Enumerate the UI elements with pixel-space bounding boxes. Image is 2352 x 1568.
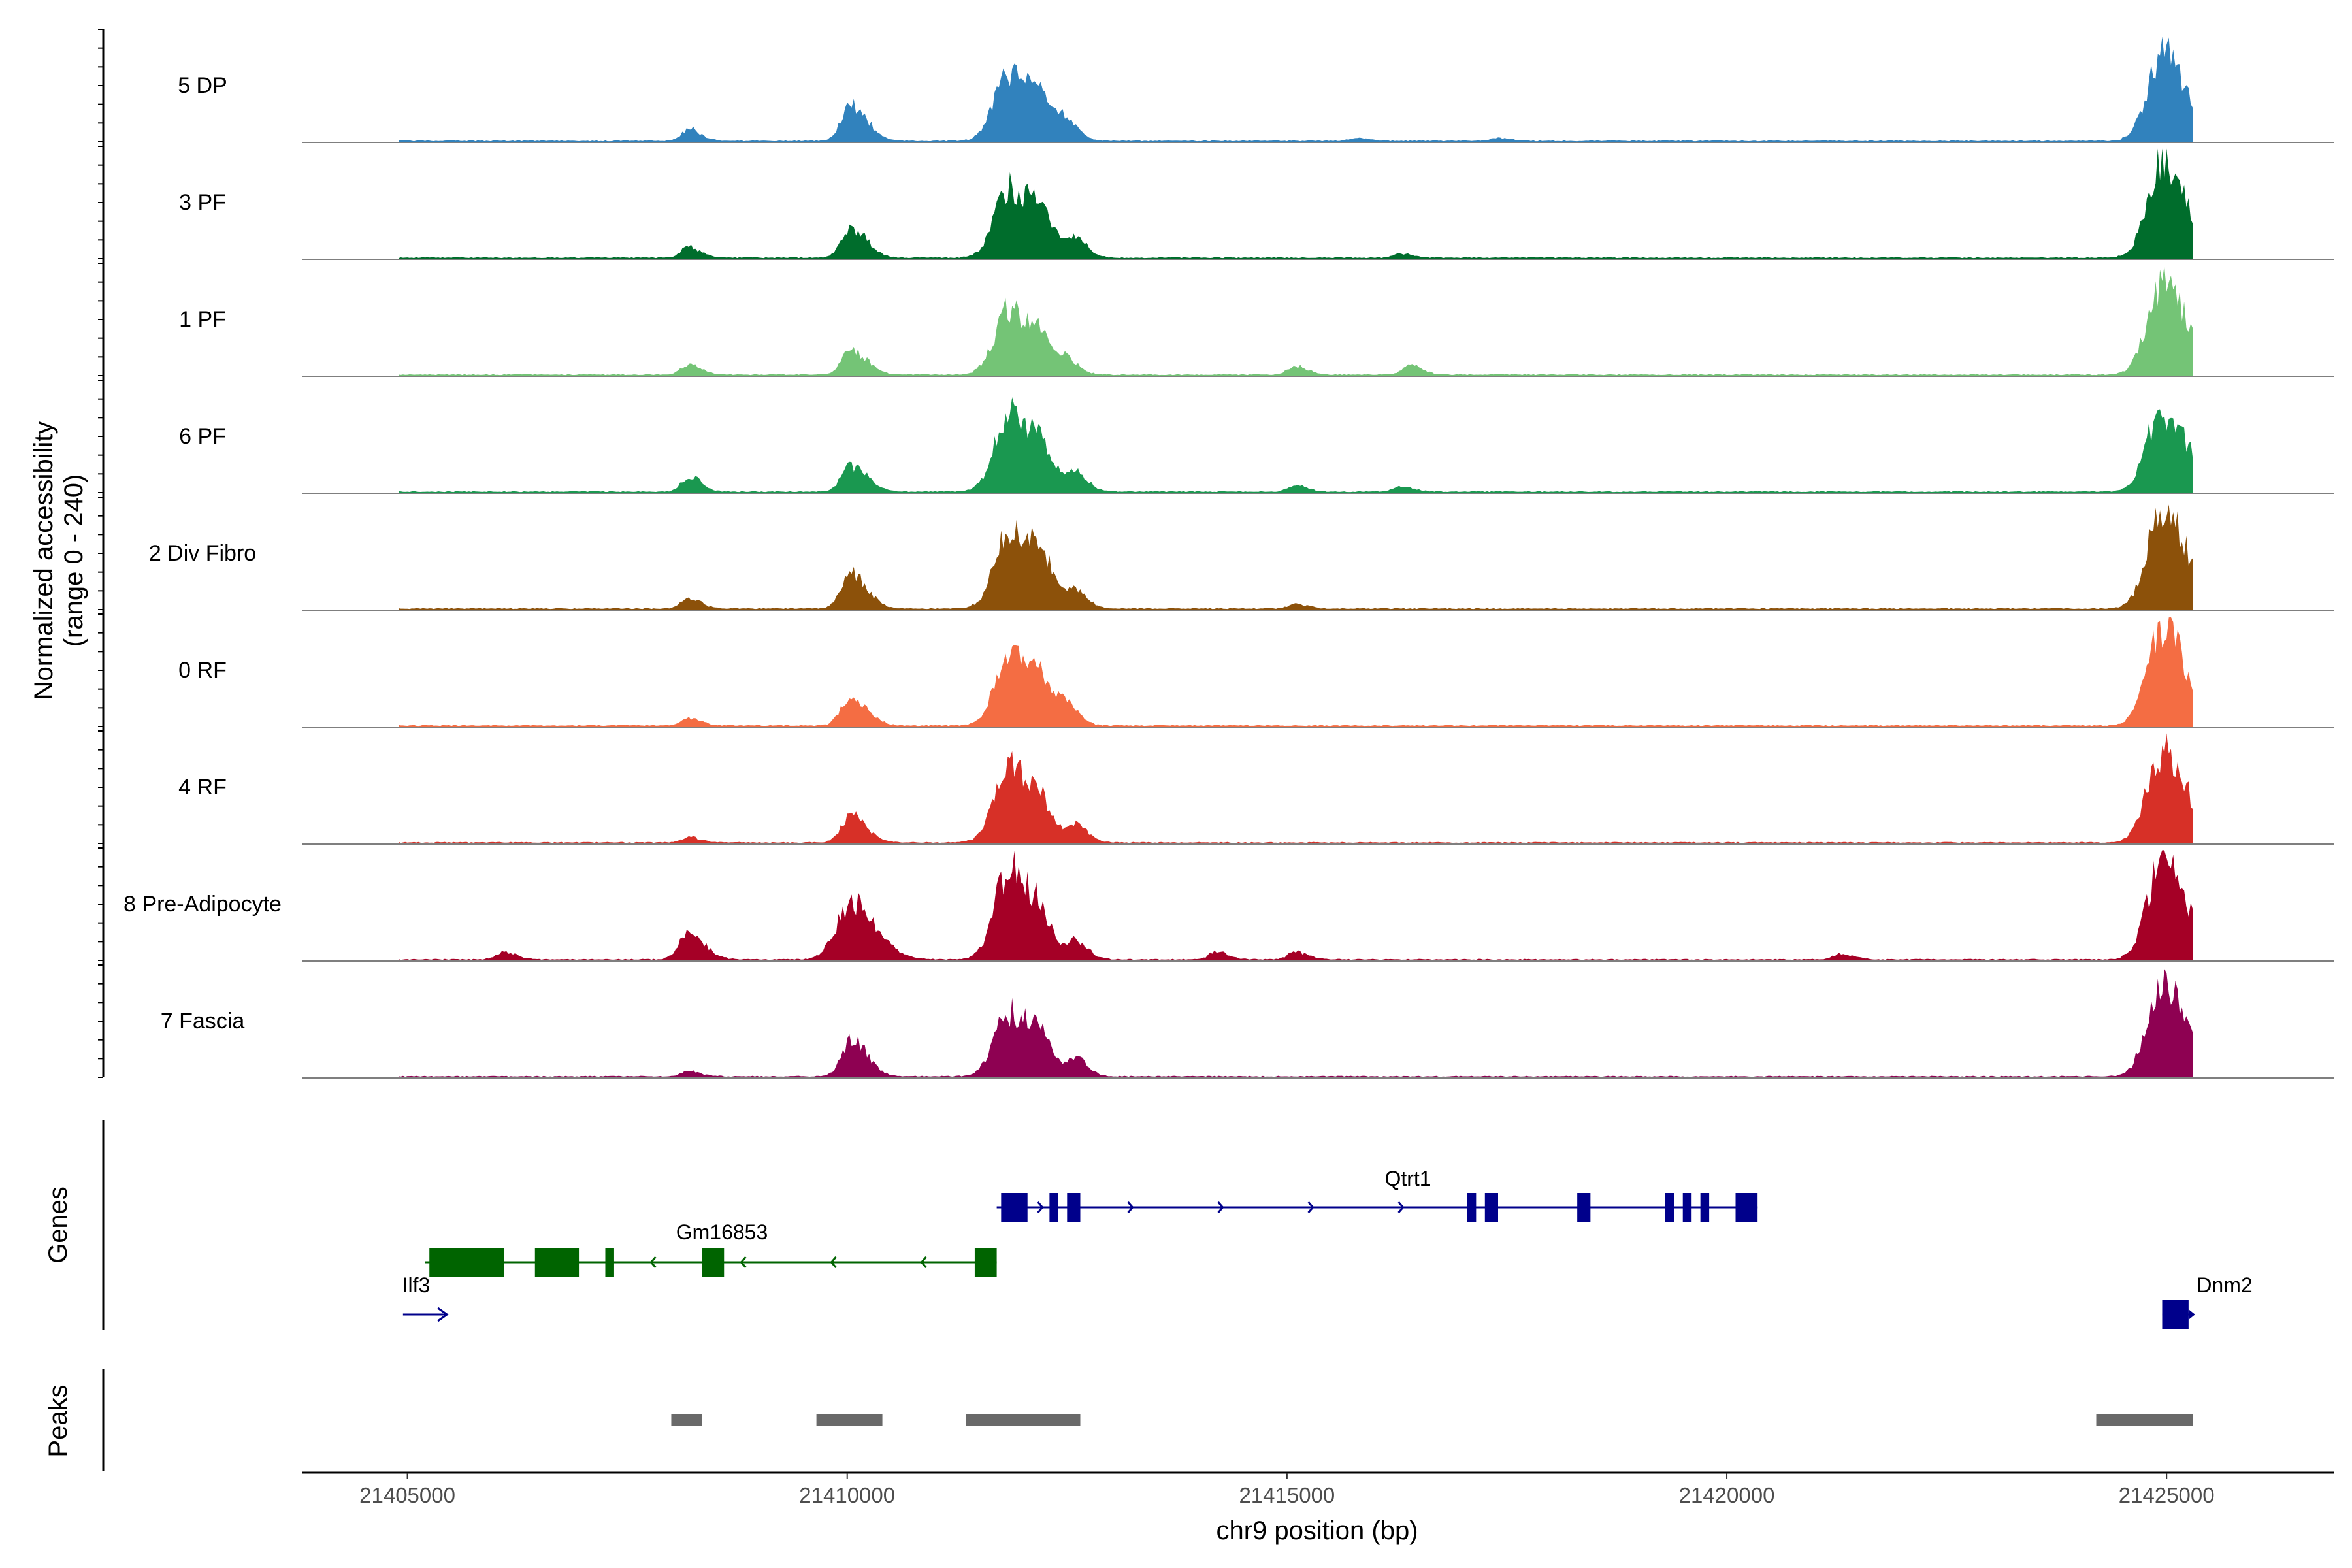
x-axis-title: chr9 position (bp): [1216, 1516, 1418, 1545]
peak-region: [671, 1414, 702, 1426]
gene-ilf3: Ilf3: [402, 1273, 449, 1322]
gene-exon: [702, 1248, 725, 1277]
gene-exon: [605, 1248, 614, 1277]
coverage-area: [399, 850, 2193, 960]
track-label: 1 PF: [179, 307, 226, 332]
track-label: 5 DP: [178, 73, 227, 98]
gene-exon: [1577, 1193, 1591, 1222]
gene-label: Ilf3: [402, 1273, 431, 1297]
track-7-fascia: 7 Fascia: [161, 968, 2334, 1079]
gene-exon: [1484, 1193, 1498, 1222]
gene-exon: [1665, 1193, 1674, 1222]
peak-region: [816, 1414, 883, 1426]
gene-label: Dnm2: [2197, 1273, 2252, 1297]
track-label: 2 Div Fibro: [149, 541, 256, 566]
x-tick-label: 21405000: [359, 1483, 455, 1507]
track-6-pf: 6 PF: [179, 397, 2334, 494]
strand-arrow: [740, 1256, 747, 1268]
coverage-area: [399, 397, 2193, 493]
gene-qtrt1: Qtrt1: [996, 1167, 1758, 1222]
gene-exon: [534, 1248, 580, 1277]
track-label: 7 Fascia: [161, 1009, 245, 1034]
y-axis-layer: [98, 29, 105, 1471]
gene-exon: [1700, 1193, 1710, 1222]
track-4-rf: 4 RF: [178, 733, 2334, 845]
strand-arrow: [1037, 1201, 1044, 1213]
x-axis-layer: 21405000 21410000 21415000 21420000 21425000: [302, 1471, 2334, 1507]
gene-dnm2: Dnm2: [2162, 1273, 2253, 1329]
track-2-div-fibro: 2 Div Fibro: [149, 504, 2334, 611]
coverage-area: [399, 37, 2193, 142]
gene-exon: [1682, 1193, 1692, 1222]
track-label: 0 RF: [178, 658, 227, 683]
peaks-axis-title: Peaks: [44, 1384, 73, 1457]
track-3-pf: 3 PF: [179, 148, 2334, 260]
gene-gm16853: Gm16853: [425, 1220, 997, 1277]
strand-arrow: [2188, 1309, 2195, 1320]
track-5-dp: 5 DP: [178, 37, 2334, 143]
x-tick-label: 21425000: [2119, 1483, 2215, 1507]
coverage-area: [399, 504, 2193, 610]
gene-exon: [1049, 1193, 1058, 1222]
strand-arrow: [649, 1256, 657, 1268]
coverage-area: [399, 733, 2193, 843]
peaks-layer: [671, 1414, 2193, 1426]
tracks-layer: 5 DP 3 PF 1 PF 6 PF 2 Div Fibro 0 RF 4 RF 8 Pre…: [123, 37, 2334, 1079]
x-tick-label: 21420000: [1679, 1483, 1775, 1507]
strand-arrow: [920, 1256, 927, 1268]
y-axis-range: (range 0 - 240): [59, 474, 88, 647]
coverage-area: [399, 148, 2193, 259]
coverage-area: [399, 617, 2193, 727]
gene-exon: [2162, 1300, 2189, 1329]
x-tick-label: 21415000: [1239, 1483, 1335, 1507]
strand-arrow: [830, 1256, 837, 1268]
gene-label: Gm16853: [676, 1220, 768, 1244]
genes-axis-title: Genes: [44, 1186, 73, 1264]
gene-exon: [1001, 1193, 1028, 1222]
track-0-rf: 0 RF: [178, 617, 2334, 728]
gene-exon: [1735, 1193, 1758, 1222]
gene-label: Qtrt1: [1384, 1167, 1431, 1190]
strand-arrow: [1217, 1201, 1224, 1213]
track-label: 8 Pre-Adipocyte: [123, 892, 282, 917]
gene-exon: [1067, 1193, 1081, 1222]
gene-exon: [429, 1248, 504, 1277]
gene-exon: [974, 1248, 997, 1277]
strand-arrow: [1397, 1201, 1405, 1213]
track-label: 4 RF: [178, 775, 227, 800]
strand-arrow: [437, 1307, 449, 1322]
track-1-pf: 1 PF: [179, 265, 2334, 377]
track-8-pre-adipocyte: 8 Pre-Adipocyte: [123, 850, 2334, 962]
strand-arrow: [1127, 1201, 1134, 1213]
peak-region: [2096, 1414, 2193, 1426]
track-label: 6 PF: [179, 424, 226, 449]
track-label: 3 PF: [179, 190, 226, 215]
peak-region: [966, 1414, 1081, 1426]
x-tick-label: 21410000: [799, 1483, 895, 1507]
y-axis-title: Normalized accessibility: [29, 421, 58, 700]
genes-layer: Qtrt1 Gm16853 Ilf3 Dnm2: [402, 1167, 2253, 1329]
coverage-area: [399, 265, 2193, 376]
strand-arrow: [1307, 1201, 1315, 1213]
coverage-area: [399, 968, 2193, 1077]
gene-exon: [1467, 1193, 1477, 1222]
